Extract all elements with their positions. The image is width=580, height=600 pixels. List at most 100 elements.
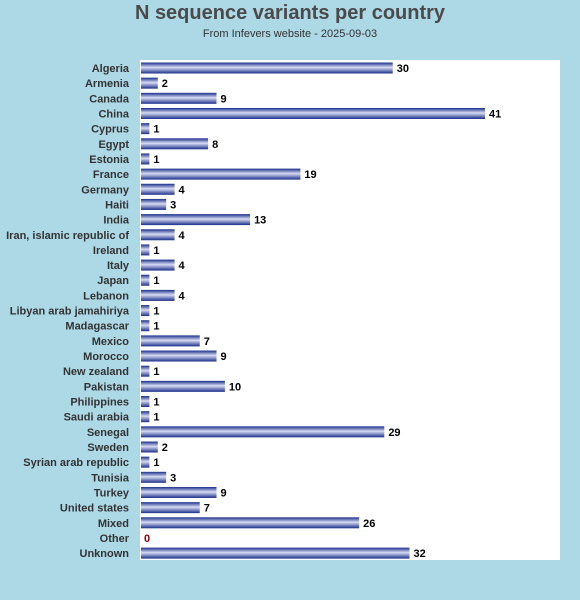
- value-label-libyan-arab-jamahiriya: 1: [153, 306, 159, 318]
- value-label-madagascar: 1: [153, 321, 159, 333]
- bar-cyprus: [141, 123, 150, 135]
- value-label-cyprus: 1: [153, 124, 159, 136]
- bar-mexico: [141, 335, 200, 347]
- value-label-italy: 4: [179, 260, 186, 272]
- value-label-iran-islamic-republic-of: 4: [179, 230, 186, 242]
- bar-ireland: [141, 244, 150, 256]
- bar-unknown: [141, 547, 410, 559]
- bar-germany: [141, 183, 175, 195]
- category-label-tunisia: Tunisia: [91, 472, 130, 484]
- value-label-unknown: 32: [413, 548, 425, 560]
- value-label-morocco: 9: [221, 351, 227, 363]
- value-label-germany: 4: [179, 184, 186, 196]
- bar-pakistan: [141, 380, 225, 392]
- plot-area: [140, 60, 560, 560]
- bar-france: [141, 168, 301, 180]
- category-label-madagascar: Madagascar: [65, 321, 129, 333]
- value-label-egypt: 8: [212, 139, 218, 151]
- value-label-estonia: 1: [153, 154, 159, 166]
- category-label-iran-islamic-republic-of: Iran, islamic republic of: [6, 230, 129, 242]
- category-label-france: France: [93, 169, 129, 181]
- value-label-haiti: 3: [170, 199, 176, 211]
- bar-turkey: [141, 486, 217, 498]
- value-label-new-zealand: 1: [153, 366, 159, 378]
- value-label-syrian-arab-republic: 1: [153, 457, 159, 469]
- bar-china: [141, 107, 485, 119]
- value-label-tunisia: 3: [170, 472, 176, 484]
- category-label-mixed: Mixed: [98, 518, 129, 530]
- bar-mixed: [141, 517, 360, 529]
- value-label-philippines: 1: [153, 397, 159, 409]
- category-label-mexico: Mexico: [92, 336, 130, 348]
- value-label-sweden: 2: [162, 442, 168, 454]
- category-label-turkey: Turkey: [94, 487, 130, 499]
- bar-morocco: [141, 350, 217, 362]
- bars-layer: [141, 62, 485, 559]
- value-label-ireland: 1: [153, 245, 159, 257]
- category-label-ireland: Ireland: [93, 245, 129, 257]
- value-label-china: 41: [489, 108, 501, 120]
- value-label-mexico: 7: [204, 336, 210, 348]
- category-label-saudi-arabia: Saudi arabia: [64, 412, 130, 424]
- category-label-unknown: Unknown: [80, 548, 130, 560]
- bar-lebanon: [141, 289, 175, 301]
- bar-madagascar: [141, 320, 150, 332]
- category-label-morocco: Morocco: [83, 351, 129, 363]
- category-label-syrian-arab-republic: Syrian arab republic: [23, 457, 129, 469]
- bar-algeria: [141, 62, 393, 74]
- value-label-saudi-arabia: 1: [153, 412, 159, 424]
- bar-japan: [141, 274, 150, 286]
- category-label-india: India: [103, 215, 130, 227]
- bar-iran-islamic-republic-of: [141, 229, 175, 241]
- value-label-india: 13: [254, 215, 266, 227]
- bar-haiti: [141, 198, 167, 210]
- category-label-philippines: Philippines: [70, 397, 129, 409]
- category-label-estonia: Estonia: [89, 154, 130, 166]
- value-label-lebanon: 4: [179, 290, 186, 302]
- category-label-cyprus: Cyprus: [91, 124, 129, 136]
- value-label-united-states: 7: [204, 503, 210, 515]
- value-label-senegal: 29: [388, 427, 400, 439]
- bar-sweden: [141, 441, 158, 453]
- bar-canada: [141, 92, 217, 104]
- value-label-japan: 1: [153, 275, 159, 287]
- category-label-egypt: Egypt: [98, 139, 129, 151]
- bar-senegal: [141, 426, 385, 438]
- bar-tunisia: [141, 471, 167, 483]
- category-labels: Algeria Armenia Canada China Cyprus Egypt Esto…: [6, 63, 130, 560]
- bar-egypt: [141, 138, 209, 150]
- bar-new-zealand: [141, 365, 150, 377]
- bar-armenia: [141, 77, 158, 89]
- category-label-new-zealand: New zealand: [63, 366, 129, 378]
- value-label-mixed: 26: [363, 518, 375, 530]
- category-label-other: Other: [100, 533, 130, 545]
- value-label-france: 19: [304, 169, 316, 181]
- bar-saudi-arabia: [141, 411, 150, 423]
- category-label-china: China: [98, 108, 129, 120]
- value-label-algeria: 30: [397, 63, 409, 75]
- bar-italy: [141, 259, 175, 271]
- category-label-libyan-arab-jamahiriya: Libyan arab jamahiriya: [10, 306, 130, 318]
- bar-india: [141, 214, 251, 226]
- bar-philippines: [141, 396, 150, 408]
- category-label-pakistan: Pakistan: [84, 381, 130, 393]
- category-label-germany: Germany: [81, 184, 130, 196]
- category-label-senegal: Senegal: [87, 427, 129, 439]
- category-label-japan: Japan: [97, 275, 129, 287]
- value-label-pakistan: 10: [229, 381, 241, 393]
- category-label-lebanon: Lebanon: [83, 290, 129, 302]
- chart-subtitle: From Infevers website - 2025-09-03: [202, 28, 378, 40]
- category-label-italy: Italy: [107, 260, 130, 272]
- value-label-turkey: 9: [221, 487, 227, 499]
- category-label-algeria: Algeria: [92, 63, 130, 75]
- category-label-haiti: Haiti: [105, 199, 129, 211]
- bar-syrian-arab-republic: [141, 456, 150, 468]
- value-label-other: 0: [144, 533, 150, 545]
- bar-estonia: [141, 153, 150, 165]
- value-label-canada: 9: [221, 93, 227, 105]
- category-label-united-states: United states: [60, 503, 129, 515]
- value-label-armenia: 2: [162, 78, 168, 90]
- bar-libyan-arab-jamahiriya: [141, 305, 150, 317]
- chart-title: N sequence variants per country: [134, 2, 446, 24]
